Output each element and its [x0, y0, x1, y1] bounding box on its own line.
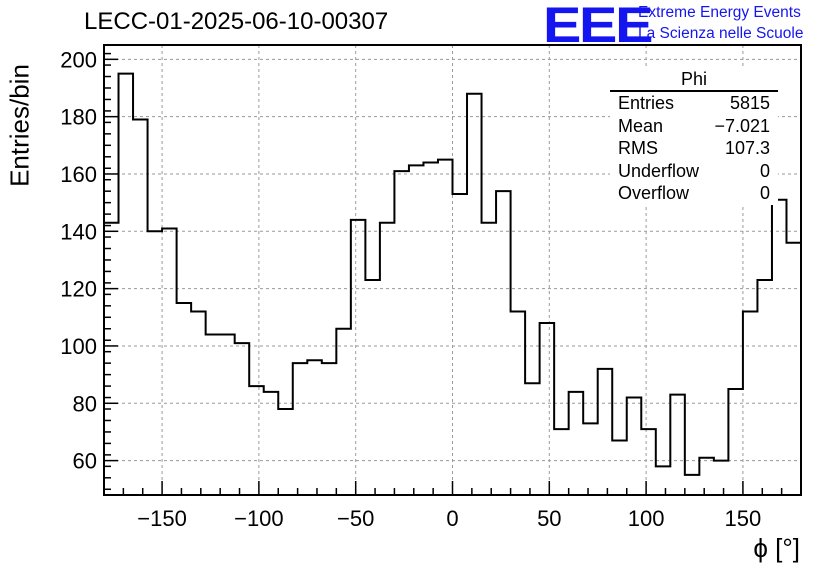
y-tick-label: 120 [60, 277, 97, 302]
stats-value: −7.021 [714, 115, 770, 136]
stats-row-overflow: Overflow 0 [610, 182, 778, 205]
histogram-series [104, 67, 802, 476]
x-tick-label: 150 [725, 506, 762, 531]
x-tick-label: 0 [446, 506, 458, 531]
stats-label: Entries [618, 93, 675, 113]
stats-row-underflow: Underflow 0 [610, 160, 778, 183]
y-tick-label: 160 [60, 162, 97, 187]
y-tick-label: 180 [60, 105, 97, 130]
stats-label: Overflow [618, 183, 690, 203]
x-tick-label: 50 [537, 506, 561, 531]
stats-label: RMS [618, 138, 658, 158]
stats-row-rms: RMS 107.3 [610, 137, 778, 160]
stats-row-entries: Entries 5815 [610, 92, 778, 115]
stats-value: 5815 [729, 93, 770, 113]
stats-value: 0 [759, 183, 770, 203]
x-tick-label: −50 [337, 506, 374, 531]
y-tick-label: 200 [60, 47, 97, 72]
x-tick-label: −100 [234, 506, 284, 531]
y-tick-label: 60 [73, 449, 97, 474]
stats-label: Underflow [618, 160, 700, 181]
eee-logo: EEE [543, 0, 653, 53]
stats-value: 107.3 [724, 138, 770, 158]
x-tick-label: 100 [628, 506, 665, 531]
y-tick-label: 140 [60, 219, 97, 244]
y-tick-label: 100 [60, 334, 97, 359]
chart-title: LECC-01-2025-06-10-00307 [84, 8, 389, 35]
stats-box: Phi Entries 5815 Mean −7.021 RMS 107.3 Unde… [610, 68, 778, 205]
stats-value: 0 [759, 160, 770, 181]
x-axis-label: ϕ [°] [753, 533, 800, 563]
stats-label: Mean [618, 115, 664, 136]
stats-row-mean: Mean −7.021 [610, 115, 778, 138]
stats-title: Phi [610, 68, 778, 92]
axis-ticks [103, 52, 802, 495]
y-axis-label: Entries/bin [4, 64, 35, 187]
axis-tick-labels: −150 −100 −50 0 50 100 150 60 80 100 120 140 160 180 2… [60, 47, 761, 531]
logo-line-2: La Scienza nelle Scuole [638, 25, 804, 42]
x-tick-label: −150 [137, 506, 187, 531]
y-tick-label: 80 [73, 391, 97, 416]
logo-line-1: Extreme Energy Events [638, 4, 801, 21]
